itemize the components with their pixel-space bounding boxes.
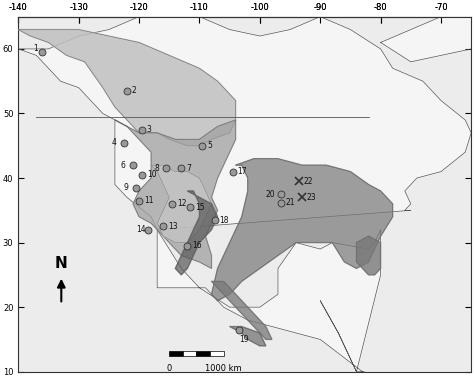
Text: N: N <box>55 255 68 271</box>
Polygon shape <box>211 159 393 301</box>
Text: 5: 5 <box>207 141 212 150</box>
Text: 19: 19 <box>239 335 248 344</box>
Polygon shape <box>151 165 211 242</box>
Text: 23: 23 <box>307 193 317 202</box>
Text: 15: 15 <box>195 203 205 212</box>
Text: 2: 2 <box>132 86 137 95</box>
Text: 13: 13 <box>168 222 178 231</box>
Text: 1000 km: 1000 km <box>205 364 242 373</box>
Text: 18: 18 <box>219 215 229 225</box>
Text: 12: 12 <box>177 200 187 208</box>
Text: 10: 10 <box>147 170 156 179</box>
Text: 17: 17 <box>237 167 247 176</box>
Text: 21: 21 <box>286 198 295 207</box>
Polygon shape <box>381 4 474 62</box>
Polygon shape <box>356 236 381 275</box>
Text: 1: 1 <box>33 44 38 54</box>
Bar <box>183 352 196 356</box>
Text: 11: 11 <box>144 196 154 205</box>
Polygon shape <box>18 17 471 380</box>
Text: 8: 8 <box>154 164 159 173</box>
Text: 22: 22 <box>304 177 313 186</box>
Text: 7: 7 <box>186 164 191 173</box>
Polygon shape <box>211 281 272 339</box>
Bar <box>196 352 210 356</box>
Polygon shape <box>18 30 236 146</box>
Bar <box>169 352 183 356</box>
Text: 9: 9 <box>124 183 129 192</box>
Polygon shape <box>115 120 236 268</box>
Text: 20: 20 <box>266 190 275 199</box>
Text: 6: 6 <box>121 161 126 169</box>
Text: 14: 14 <box>136 225 146 234</box>
Polygon shape <box>175 191 218 275</box>
Text: 3: 3 <box>147 125 152 134</box>
Bar <box>210 352 224 356</box>
Text: 16: 16 <box>192 241 202 250</box>
Text: 4: 4 <box>112 138 117 147</box>
Text: 0: 0 <box>167 364 172 373</box>
Polygon shape <box>229 326 266 346</box>
